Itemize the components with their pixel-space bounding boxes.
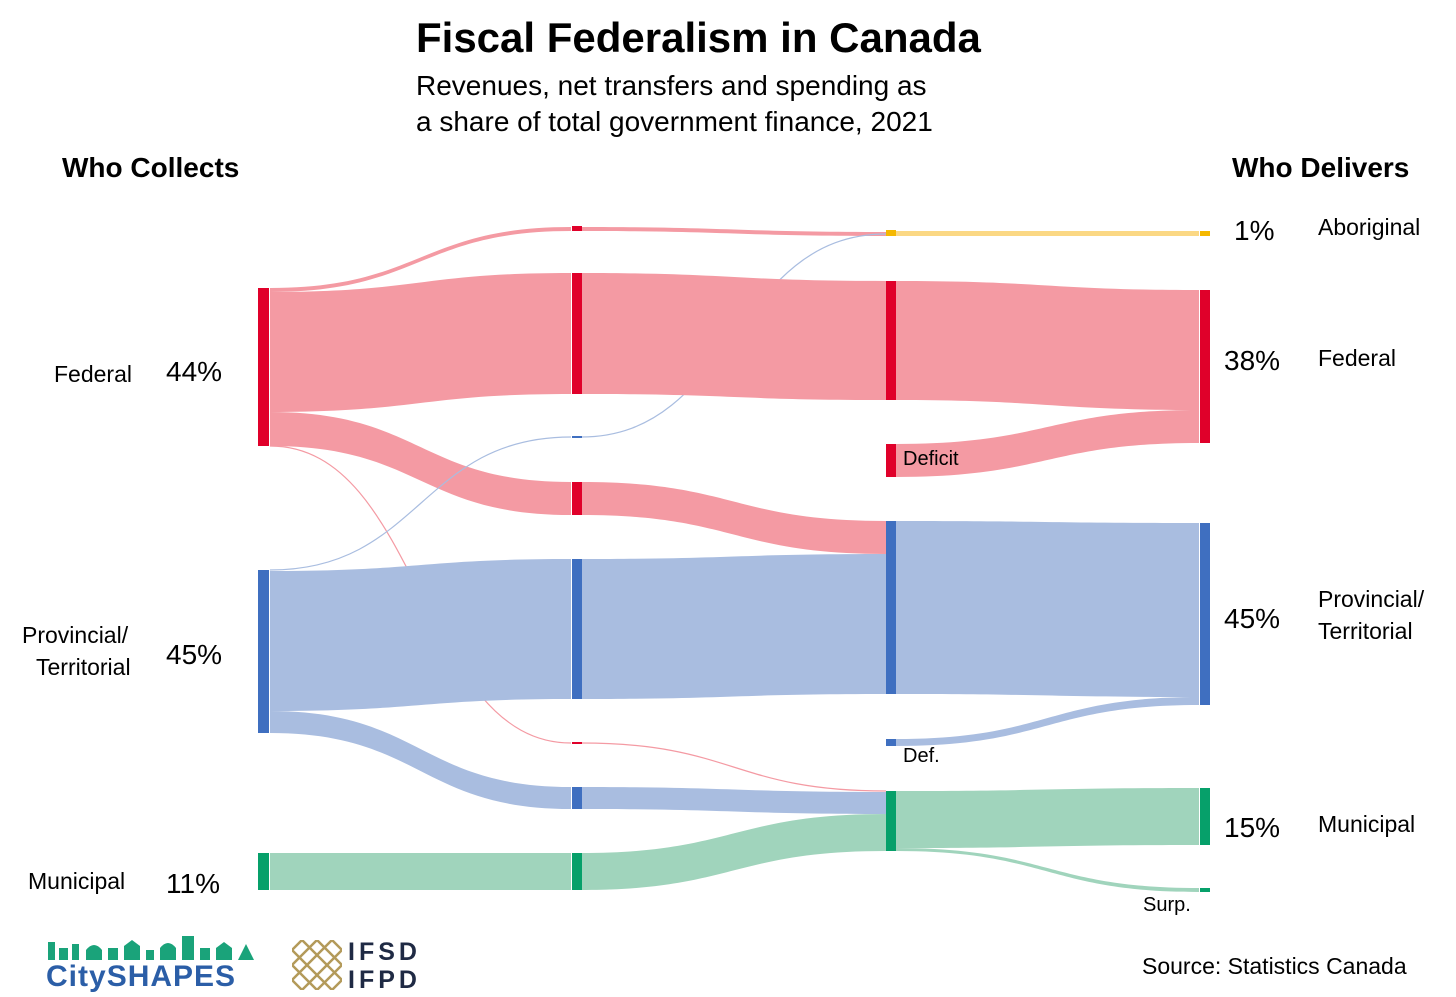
node-mid-provincial-aboriginal: [572, 436, 582, 438]
flow-provincial-deficit-delivery: [896, 697, 1199, 746]
collector-provincial-label-line2: Territorial: [36, 654, 131, 680]
node-stage3-aboriginal: [886, 230, 896, 236]
flow-municipal-own: [270, 853, 571, 890]
node-mid-federal-aboriginal: [572, 226, 582, 231]
node-mid-federal-own: [572, 273, 582, 394]
cityshapes-logo: CitySHAPES: [46, 934, 262, 994]
cityshapes-text-city: City: [46, 960, 107, 993]
flow-federal-municipal-mid: [580, 742, 887, 792]
node-collect-federal: [258, 288, 269, 446]
flow-provincial-municipal-mid: [581, 787, 886, 814]
subtitle-line-2: a share of total government finance, 202…: [416, 106, 933, 137]
node-stage3-provincial: [886, 521, 896, 694]
who-delivers-header: Who Delivers: [1232, 152, 1410, 183]
deliverer-provincial-label-line1: Provincial/: [1318, 586, 1425, 612]
node-collect-municipal: [258, 853, 269, 890]
municipal-surplus-label: Surp.: [1143, 894, 1191, 916]
flow-federal-delivery: [896, 281, 1199, 410]
deliverer-federal-pct: 38%: [1224, 345, 1281, 376]
collector-federal-label: Federal: [54, 361, 132, 387]
deliverer-provincial-pct: 45%: [1224, 603, 1281, 634]
cityshapes-text-shapes: SHAPES: [106, 960, 237, 993]
node-mid-federal-provincial: [572, 482, 582, 515]
deliverer-aboriginal-pct: 1%: [1234, 215, 1275, 246]
node-deliver-municipal-surplus: [1200, 888, 1210, 892]
flow-federal-own: [270, 273, 571, 412]
flow-federal-own-mid: [581, 273, 886, 400]
flow-federal-provincial-mid: [581, 482, 886, 554]
collector-municipal-label: Municipal: [28, 868, 126, 894]
node-stage3-federal: [886, 281, 896, 400]
node-mid-provincial-municipal: [572, 787, 582, 809]
ifsd-lattice-icon: [292, 940, 342, 990]
flow-provincial-delivery: [896, 521, 1199, 697]
who-collects-header: Who Collects: [62, 152, 240, 183]
flow-provincial-own: [270, 559, 571, 711]
node-stage3-federal-deficit: [886, 444, 896, 477]
ifsd-text-line1: IFSD: [348, 938, 421, 966]
provincial-deficit-label: Def.: [903, 745, 940, 767]
collector-provincial-label-line1: Provincial/: [22, 622, 129, 648]
page-title: Fiscal Federalism in Canada: [416, 14, 981, 61]
node-stage3-provincial-deficit: [886, 739, 896, 746]
flow-provincial-to-aboriginal-thin: [269, 436, 572, 571]
node-mid-federal-municipal: [572, 742, 582, 744]
flow-federal-to-aboriginal-transfer: [270, 227, 571, 292]
node-deliver-federal: [1200, 290, 1210, 443]
node-deliver-aboriginal: [1200, 231, 1210, 236]
cityshapes-skyline-icon: [48, 936, 254, 960]
flow-provincial-own-mid: [581, 554, 886, 699]
flow-municipal-surplus: [896, 848, 1199, 892]
collector-municipal-pct: 11%: [166, 868, 220, 899]
flow-provincial-to-municipal-transfer: [270, 711, 571, 809]
ifsd-text-line2: IFPD: [348, 966, 421, 994]
deliverer-provincial-label-line2: Territorial: [1318, 618, 1413, 644]
flow-municipal-delivery: [896, 788, 1199, 848]
node-stage3-municipal: [886, 791, 896, 851]
node-mid-municipal-own: [572, 853, 582, 890]
flow-aboriginal-transfer-mid: [581, 227, 886, 236]
source-note: Source: Statistics Canada: [1142, 953, 1407, 979]
node-deliver-provincial: [1200, 523, 1210, 705]
collector-provincial-pct: 45%: [166, 639, 223, 670]
flow-federal-to-provincial-transfer: [270, 412, 571, 515]
node-collect-provincial: [258, 570, 269, 733]
subtitle-line-1: Revenues, net transfers and spending as: [416, 70, 927, 101]
flow-municipal-own-mid: [581, 814, 886, 890]
federal-deficit-label: Deficit: [903, 448, 959, 470]
flow-federal-deficit-delivery: [896, 410, 1199, 477]
node-mid-provincial-own: [572, 559, 582, 699]
deliverer-federal-label: Federal: [1318, 345, 1396, 371]
node-deliver-municipal: [1200, 788, 1210, 845]
flow-aboriginal-delivery: [896, 231, 1199, 236]
collector-federal-pct: 44%: [166, 356, 223, 387]
deliverer-aboriginal-label: Aboriginal: [1318, 214, 1421, 240]
deliverer-municipal-label: Municipal: [1318, 811, 1416, 837]
deliverer-municipal-pct: 15%: [1224, 812, 1281, 843]
ifsd-logo: IFSD IFPD: [292, 938, 442, 994]
